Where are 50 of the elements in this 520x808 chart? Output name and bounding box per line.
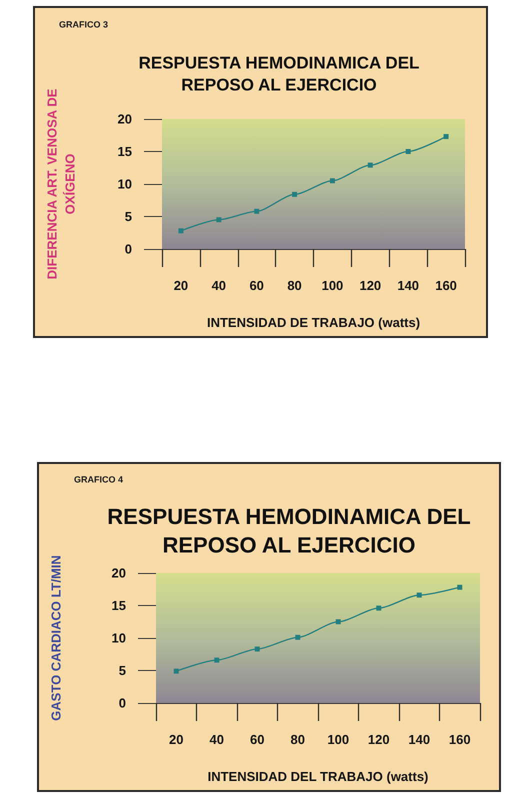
chart-title: RESPUESTA HEMODINAMICA DEL REPOSO AL EJERCICIO bbox=[107, 504, 471, 558]
y-tick-label: 5 bbox=[124, 209, 132, 224]
y-tick-label: 20 bbox=[118, 112, 132, 126]
y-tick-label: 15 bbox=[118, 144, 132, 159]
text: GRAFICO 4 bbox=[74, 474, 124, 484]
x-axis-title: INTENSIDAD DE TRABAJO (watts) bbox=[206, 315, 420, 330]
point bbox=[457, 584, 462, 590]
point bbox=[295, 634, 300, 640]
x-tick-label: 120 bbox=[368, 732, 390, 747]
y-tick-label: 15 bbox=[112, 598, 126, 613]
y-axis-title: DIFERENCIA ART. VENOSA DE OXÍGENO bbox=[44, 88, 78, 280]
x-tick-label: 40 bbox=[212, 278, 226, 293]
point bbox=[336, 619, 341, 624]
point bbox=[444, 134, 449, 140]
x-tick-label: 20 bbox=[174, 278, 188, 293]
x-axis-title: INTENSIDAD DEL TRABAJO (watts) bbox=[208, 769, 428, 784]
point bbox=[254, 208, 260, 214]
y-tick-label: 5 bbox=[118, 663, 126, 678]
point bbox=[376, 606, 382, 611]
y-tick-label: 20 bbox=[112, 566, 126, 580]
y-axis-title: GASTO CARDIACO LT/MIN bbox=[48, 555, 64, 721]
point bbox=[416, 592, 422, 598]
point bbox=[178, 228, 184, 234]
point bbox=[292, 192, 298, 197]
point bbox=[174, 668, 179, 674]
x-tick-label: 140 bbox=[397, 278, 420, 293]
y-tick-label: 10 bbox=[118, 176, 132, 192]
y-tick-label: 10 bbox=[112, 630, 126, 646]
point bbox=[330, 178, 335, 184]
x-tick-label: 60 bbox=[250, 732, 264, 747]
x-tick-label: 100 bbox=[327, 732, 350, 747]
x-tick-label: 120 bbox=[359, 278, 382, 293]
x-tick-label: 160 bbox=[448, 732, 471, 747]
x-tick-label: 160 bbox=[435, 278, 457, 293]
point bbox=[216, 217, 222, 222]
y-tick-label: 0 bbox=[118, 696, 126, 710]
point bbox=[214, 658, 220, 663]
point bbox=[254, 646, 260, 652]
x-tick-label: 20 bbox=[169, 732, 184, 747]
x-tick-label: 80 bbox=[290, 732, 305, 747]
y-tick-label: 0 bbox=[124, 242, 132, 256]
chart-title: RESPUESTA HEMODINAMICA DEL REPOSO AL EJERCICIO bbox=[138, 54, 420, 95]
x-tick-label: 60 bbox=[249, 278, 264, 293]
x-tick-label: 80 bbox=[287, 278, 302, 293]
point bbox=[368, 162, 373, 168]
point bbox=[406, 149, 411, 154]
x-tick-label: 140 bbox=[408, 732, 430, 747]
x-tick-label: 40 bbox=[210, 732, 224, 747]
x-tick-label: 100 bbox=[322, 278, 344, 293]
text: GRAFICO 3 bbox=[59, 20, 108, 30]
